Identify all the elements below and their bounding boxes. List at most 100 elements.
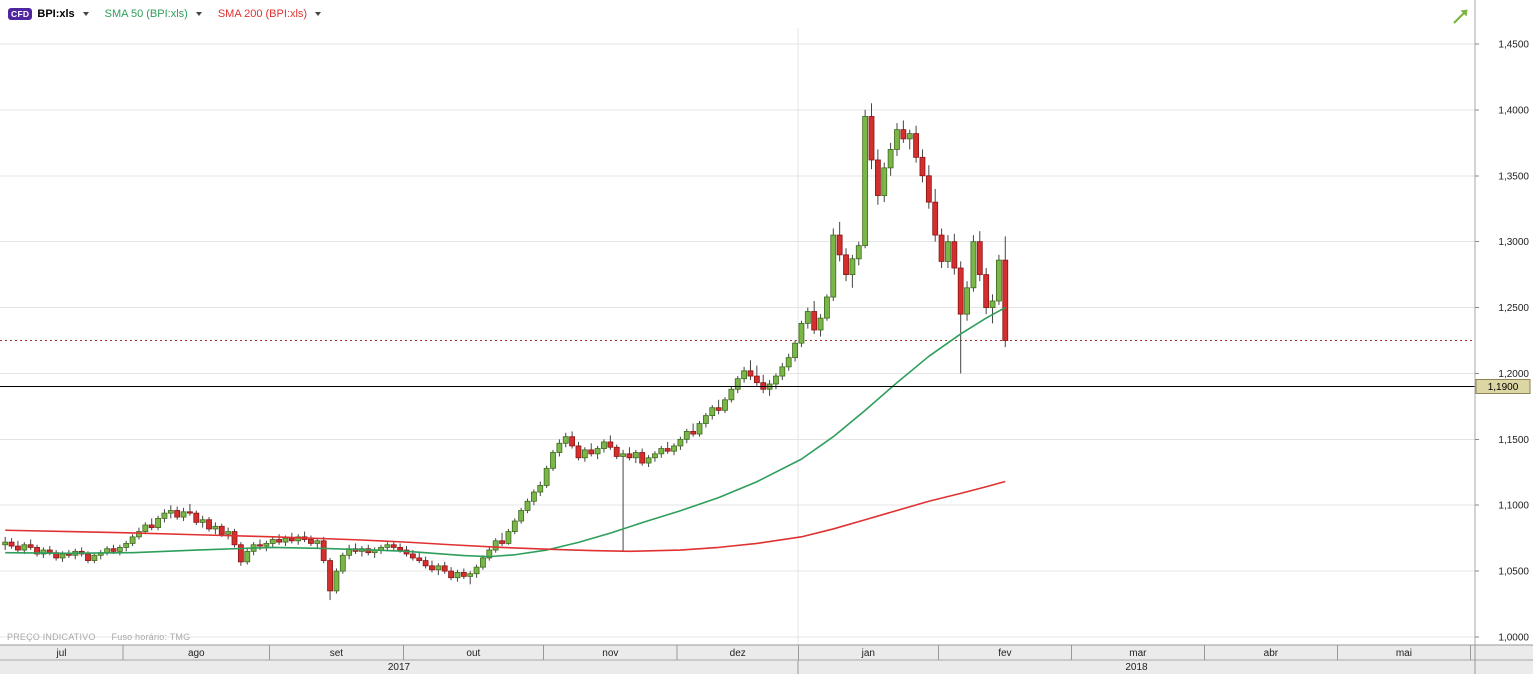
- month-label: fev: [998, 648, 1011, 659]
- candle-body: [492, 540, 499, 551]
- price-tick-label: 1,0000: [1498, 633, 1529, 644]
- candle-body: [849, 258, 856, 276]
- month-label: jul: [56, 648, 67, 659]
- candle-body: [91, 554, 98, 561]
- candle-body: [887, 149, 894, 169]
- candle-body: [715, 407, 722, 411]
- candle-body: [480, 557, 486, 568]
- candle-body: [811, 311, 818, 331]
- candle-body: [760, 382, 767, 390]
- candle-body: [123, 543, 130, 548]
- candle-body: [409, 553, 416, 559]
- cfd-badge: CFD: [8, 7, 33, 21]
- candle-body: [441, 565, 448, 572]
- candle-body: [645, 457, 652, 464]
- sma50-label: SMA 50 (BPI:xls): [104, 8, 188, 20]
- candle-body: [206, 519, 212, 530]
- candle-body: [868, 116, 875, 161]
- candle-body: [448, 570, 454, 579]
- month-label: dez: [730, 648, 746, 659]
- candle-body: [454, 572, 461, 579]
- candle-body: [155, 518, 161, 529]
- price-tick-label: 1,3000: [1498, 237, 1529, 248]
- instrument-label: BPI:xls: [37, 8, 75, 20]
- candle-body: [996, 259, 1002, 302]
- candle-body: [174, 510, 181, 518]
- candle-body: [136, 531, 142, 538]
- candle-body: [945, 241, 951, 262]
- candle-body: [85, 553, 91, 561]
- month-label: set: [330, 648, 344, 659]
- month-label: jan: [861, 648, 875, 659]
- candle-body: [218, 525, 225, 535]
- candle-body: [524, 500, 531, 511]
- trend-arrow-icon[interactable]: [1451, 6, 1471, 26]
- candle-body: [34, 546, 40, 555]
- candle-body: [257, 544, 263, 547]
- candle-body: [594, 448, 601, 455]
- candle-body: [8, 541, 15, 547]
- candle-body: [244, 550, 251, 563]
- candle-body: [626, 453, 633, 459]
- candle-body: [161, 512, 168, 519]
- candle-body: [753, 375, 760, 384]
- month-label: ago: [188, 648, 205, 659]
- candle-body: [632, 452, 639, 459]
- chevron-down-icon[interactable]: [315, 12, 322, 16]
- candle-body: [21, 544, 28, 551]
- price-tick-label: 1,1500: [1498, 435, 1529, 446]
- candle-body: [333, 570, 340, 592]
- candle-body: [530, 491, 537, 502]
- candle-body: [817, 317, 824, 331]
- candle-body: [639, 452, 646, 464]
- month-label: mar: [1129, 648, 1147, 659]
- candle-body: [269, 539, 276, 544]
- chevron-down-icon[interactable]: [82, 12, 89, 16]
- candle-body: [282, 537, 289, 543]
- candle-body: [925, 175, 932, 203]
- candle-body: [1002, 259, 1009, 341]
- candle-body: [384, 544, 391, 548]
- sma50-line[interactable]: [5, 306, 1006, 558]
- chevron-down-icon[interactable]: [195, 12, 202, 16]
- candle-body: [27, 544, 34, 548]
- candle-body: [913, 133, 919, 158]
- candle-body: [110, 548, 117, 552]
- candle-body: [906, 133, 913, 140]
- price-tick-label: 1,2000: [1498, 369, 1529, 380]
- timezone-label: Fuso horário: TMG: [111, 632, 191, 642]
- sma50-legend[interactable]: SMA 50 (BPI:xls): [105, 8, 202, 20]
- candle-body: [836, 234, 843, 256]
- year-label: 2018: [1125, 662, 1148, 673]
- candle-body: [65, 553, 72, 556]
- time-axis: jul ago set out nov dez jan fev mar abr mai 2017 201…: [0, 644, 1533, 674]
- price-tick-label: 1,3500: [1498, 171, 1529, 182]
- sma200-legend[interactable]: SMA 200 (BPI:xls): [218, 8, 322, 20]
- candle-body: [2, 541, 9, 546]
- candle-body: [798, 322, 805, 344]
- candle-body: [607, 441, 614, 448]
- candle-body: [276, 539, 282, 543]
- candle-body: [658, 448, 665, 455]
- sma200-line[interactable]: [5, 480, 1006, 553]
- candle-body: [225, 531, 232, 535]
- candle-body: [422, 560, 429, 567]
- price-tick-label: 1,0500: [1498, 567, 1529, 578]
- candle-body: [390, 544, 397, 548]
- instrument-legend[interactable]: CFD BPI:xls: [8, 7, 89, 21]
- trend-arrow-svg: [1453, 9, 1468, 24]
- candle-body: [473, 566, 480, 575]
- candle-body: [741, 370, 748, 380]
- candle-body: [938, 234, 945, 262]
- candle-body: [855, 245, 862, 260]
- candle-body: [830, 234, 837, 298]
- candle-body: [339, 554, 346, 572]
- candle-body: [467, 573, 474, 577]
- candle-body: [951, 241, 958, 269]
- candle-body: [116, 546, 123, 552]
- candle-body: [728, 388, 735, 401]
- candle-body: [683, 431, 690, 440]
- candle-body: [416, 557, 423, 561]
- candle-body: [620, 453, 626, 457]
